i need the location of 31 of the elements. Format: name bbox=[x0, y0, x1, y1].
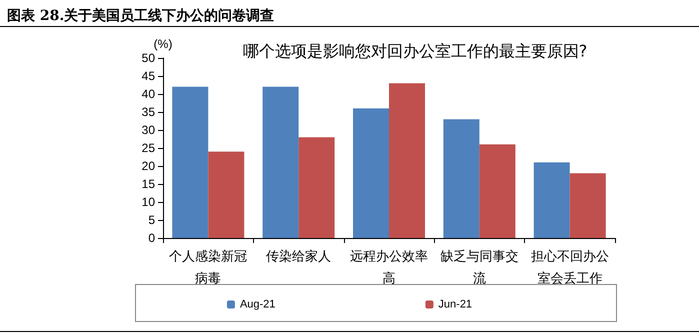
x-tick-label: 远程办公效率高 bbox=[350, 248, 428, 286]
y-tick-label: 0 bbox=[148, 231, 156, 245]
bar bbox=[208, 152, 244, 238]
bar bbox=[443, 119, 480, 238]
bar bbox=[172, 86, 208, 238]
bar bbox=[389, 83, 425, 238]
y-tick-label: 30 bbox=[142, 123, 156, 137]
y-tick-label: 5 bbox=[148, 213, 156, 227]
x-tick-label: 个人感染新冠病毒 bbox=[169, 250, 248, 286]
y-tick-label: 50 bbox=[142, 51, 156, 65]
x-tick-label: 担心不回办公室会丢工作 bbox=[530, 248, 609, 286]
y-axis-title: (%) bbox=[154, 37, 172, 51]
y-tick-label: 20 bbox=[142, 159, 156, 173]
legend-label: Aug-21 bbox=[240, 298, 276, 310]
y-tick-label: 45 bbox=[142, 69, 156, 83]
y-tick-label: 40 bbox=[142, 87, 156, 101]
bar bbox=[570, 173, 606, 238]
x-tick-label: 缺乏与同事交流 bbox=[440, 248, 518, 286]
bar bbox=[353, 108, 389, 238]
bar bbox=[262, 86, 299, 238]
chart-title: 图表 28.关于美国员工线下办公的问卷调查 bbox=[7, 7, 274, 24]
x-tick-label: 传染给家人 bbox=[266, 248, 332, 264]
bar bbox=[298, 137, 335, 238]
chart-subtitle: 哪个选项是影响您对回办公室工作的最主要原因? bbox=[242, 42, 588, 60]
y-tick-label: 10 bbox=[142, 195, 156, 209]
bar bbox=[534, 162, 570, 238]
y-tick-label: 15 bbox=[142, 177, 156, 191]
bar bbox=[479, 144, 516, 238]
y-tick-label: 35 bbox=[142, 105, 156, 119]
legend-label: Jun-21 bbox=[438, 298, 472, 310]
y-tick-label: 25 bbox=[142, 141, 156, 155]
